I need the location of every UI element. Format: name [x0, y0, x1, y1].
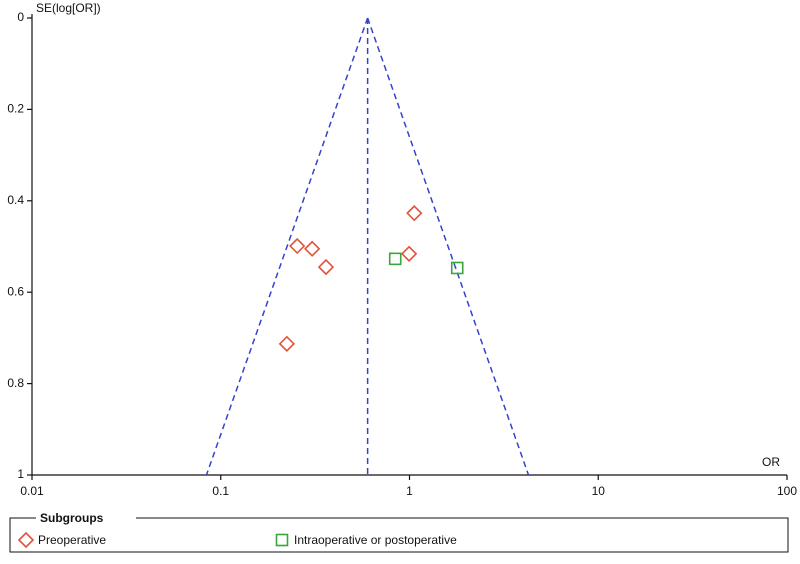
x-tick-label: 0.1 [212, 484, 229, 498]
x-tick-label: 1 [406, 484, 413, 498]
diamond-marker [304, 240, 321, 257]
y-tick-label: 0 [17, 10, 24, 24]
funnel-left [205, 17, 369, 476]
funnel-right [366, 17, 530, 476]
diamond-marker [406, 205, 423, 222]
x-tick-label: 10 [592, 484, 606, 498]
legend-title-bg [36, 512, 136, 524]
legend-box [9, 517, 789, 553]
diamond-marker [400, 245, 418, 262]
x-axis-label: OR [762, 455, 780, 469]
y-tick-label: 0.2 [7, 102, 24, 116]
legend-label: Intraoperative or postoperative [294, 533, 457, 547]
diamond-marker [278, 335, 295, 352]
x-tick-label: 0.01 [20, 484, 44, 498]
legend-marker [17, 531, 35, 549]
x-tick-label: 100 [777, 484, 797, 498]
square-marker [450, 261, 464, 275]
legend-label: Preoperative [38, 533, 106, 547]
square-marker [388, 252, 402, 266]
y-tick-label: 0.4 [7, 193, 24, 207]
legend-title: Subgroups [40, 511, 104, 525]
diamond-marker [317, 258, 335, 276]
diamond-marker [289, 237, 306, 255]
legend-marker [275, 533, 289, 547]
y-tick-label: 1 [17, 467, 24, 481]
y-tick-label: 0.8 [7, 376, 24, 390]
y-axis-label: SE(log[OR]) [36, 1, 101, 15]
y-tick-label: 0.6 [7, 284, 24, 298]
